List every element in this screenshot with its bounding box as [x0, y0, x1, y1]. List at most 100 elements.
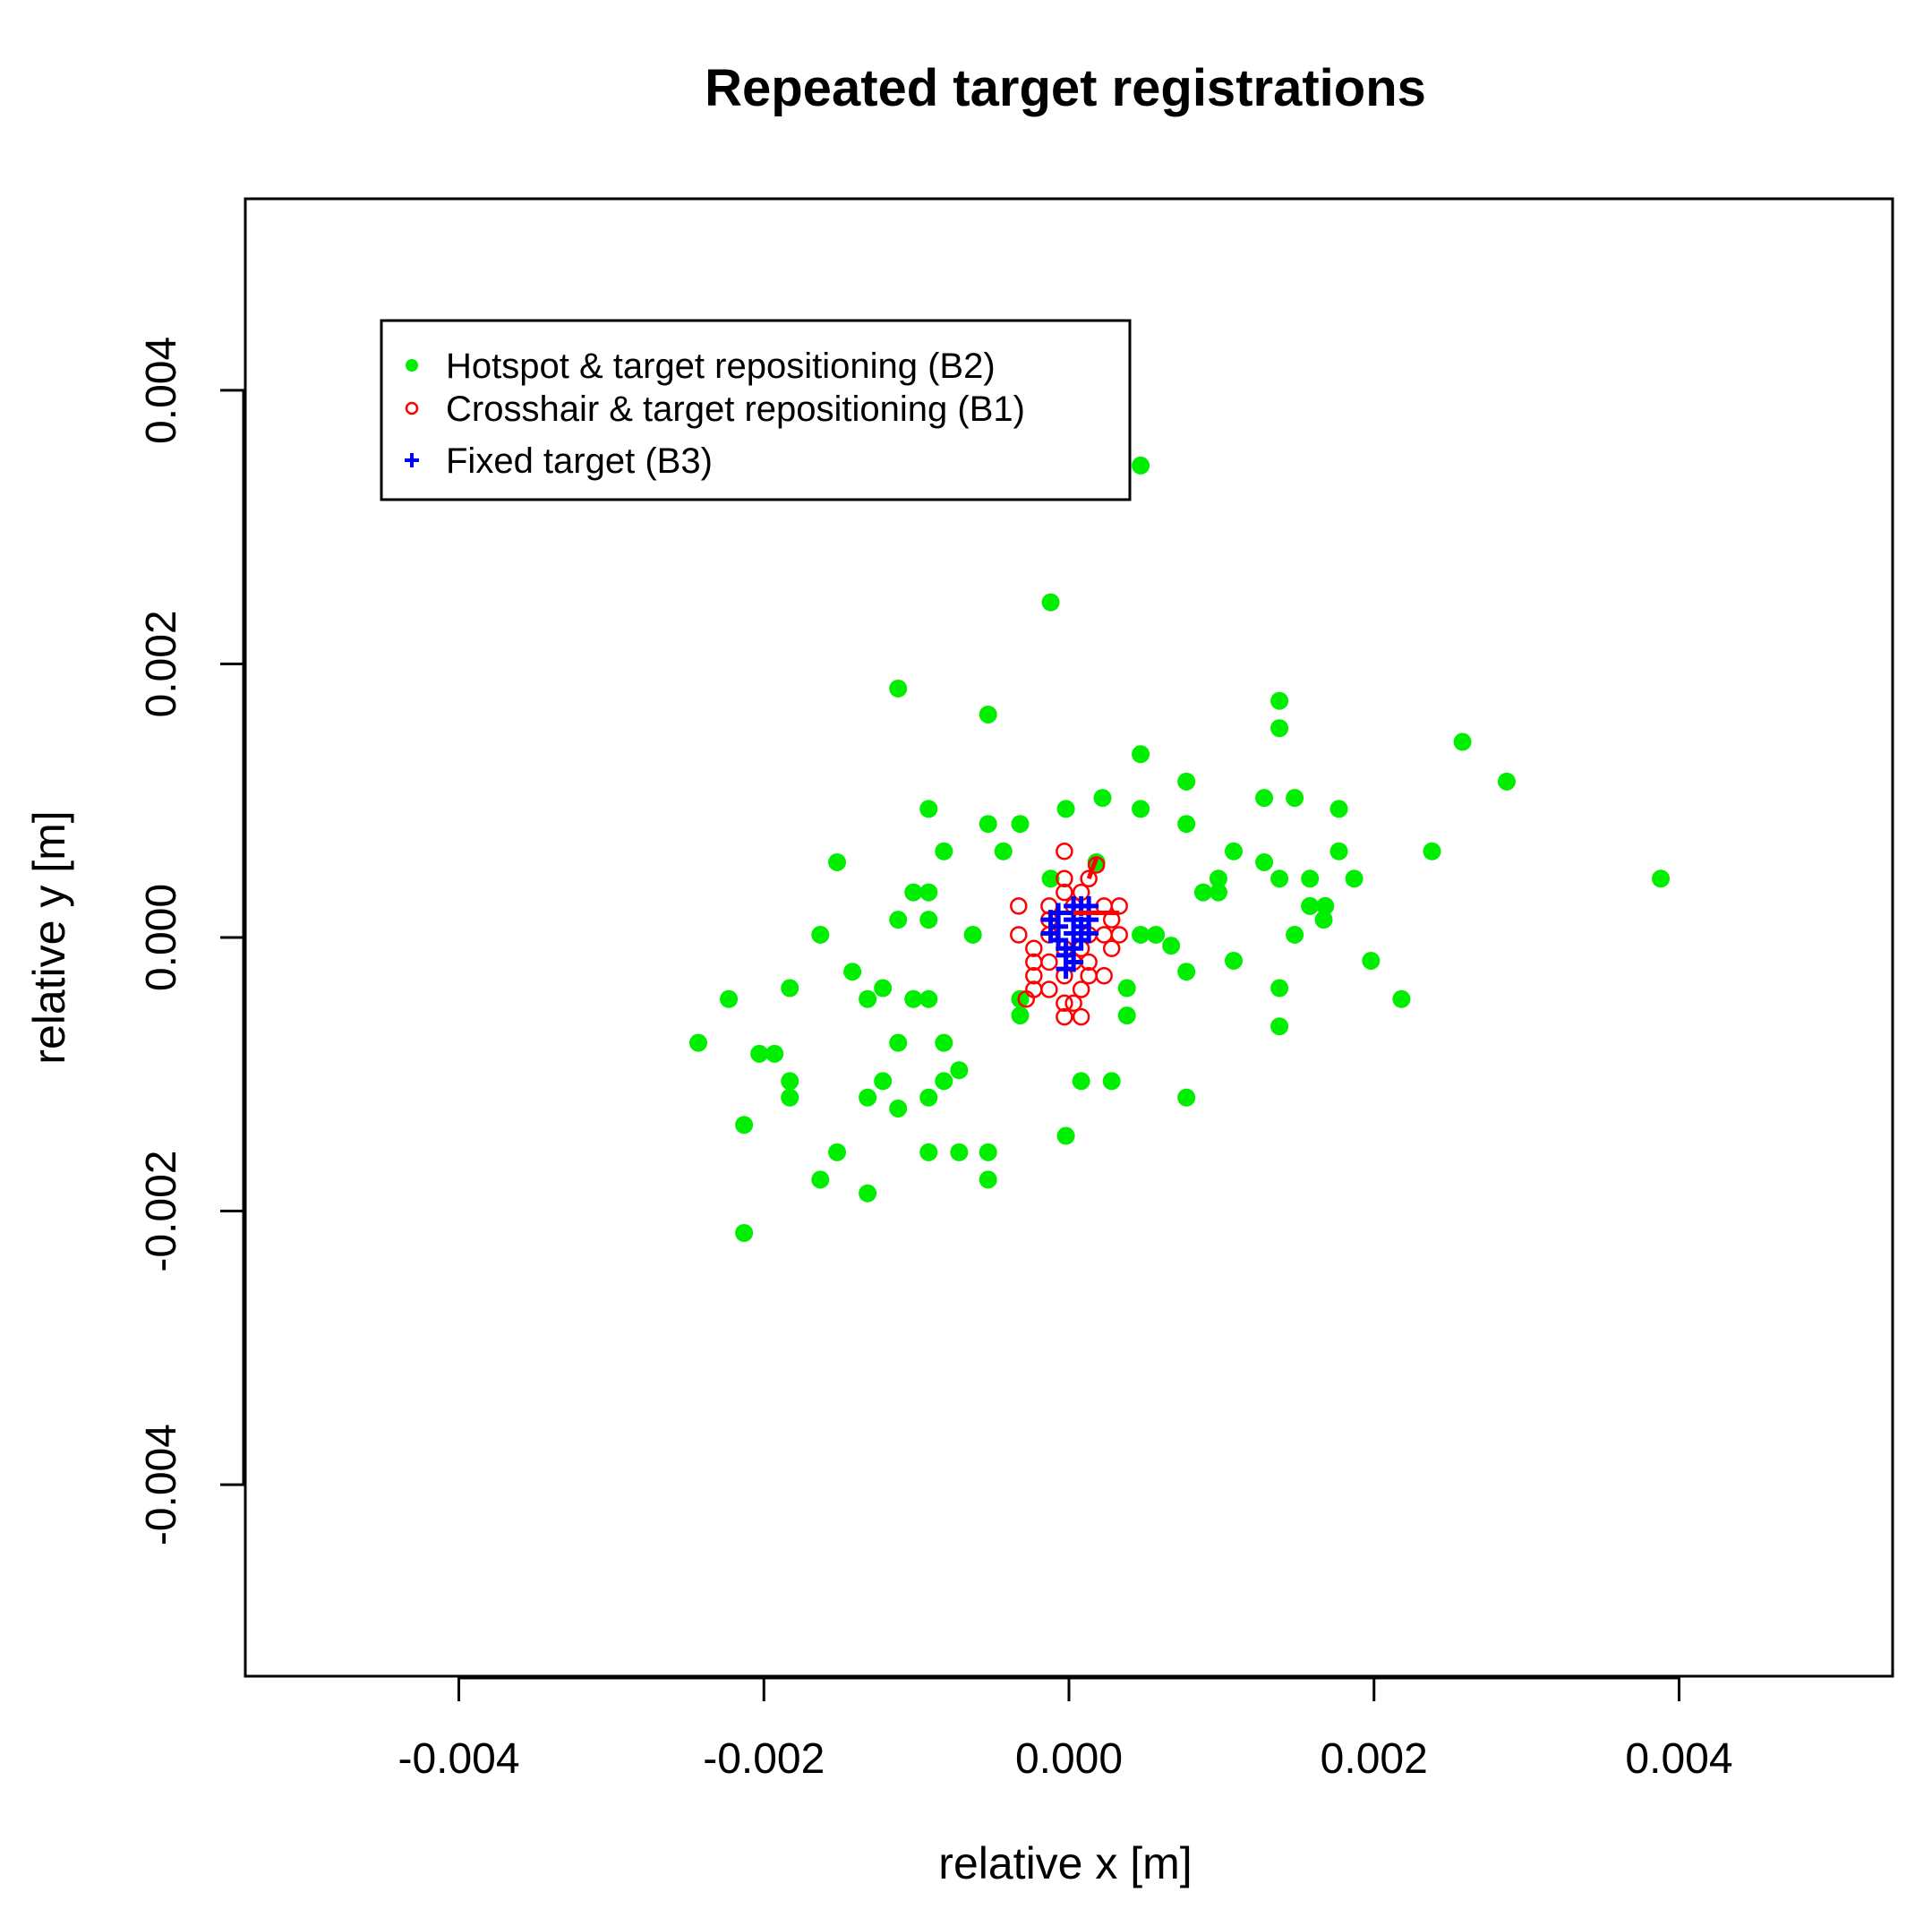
y-tick-label: 0.000 — [138, 884, 185, 991]
y-tick-label: -0.004 — [138, 1424, 185, 1545]
hotspot-point — [979, 815, 997, 834]
x-tick-label: 0.002 — [1321, 1735, 1428, 1783]
y-axis-label: relative y [m] — [24, 810, 74, 1064]
hotspot-point — [1209, 883, 1227, 902]
hotspot-point — [994, 842, 1013, 860]
crosshair-point — [1087, 856, 1106, 874]
fixed-target-point — [1056, 959, 1076, 980]
hotspot-point — [1102, 1072, 1121, 1091]
crosshair-point — [1056, 994, 1073, 1013]
crosshair-point — [1010, 926, 1028, 944]
hotspot-point — [950, 1061, 969, 1080]
hotspot-point — [781, 1072, 799, 1091]
hotspot-point — [735, 1224, 754, 1242]
hotspot-point — [1132, 800, 1150, 818]
crosshair-point — [1017, 990, 1036, 1008]
hotspot-point — [765, 1044, 784, 1063]
legend-box — [380, 319, 1132, 501]
hotspot-point — [1225, 951, 1243, 970]
hotspot-point — [1177, 772, 1196, 791]
crosshair-point — [1010, 897, 1028, 915]
hotspot-point — [889, 1099, 908, 1117]
hotspot-point — [1286, 925, 1304, 944]
data-marks — [689, 456, 1671, 1242]
y-tick-label: 0.004 — [138, 337, 185, 444]
hotspot-point — [979, 1143, 997, 1161]
hotspot-point — [1193, 883, 1212, 902]
hotspot-point — [781, 1088, 799, 1107]
hotspot-point — [919, 800, 938, 818]
hotspot-point — [1117, 979, 1136, 997]
crosshair-point — [1025, 967, 1043, 985]
legend-label-b2: Hotspot & target repositioning (B2) — [446, 347, 996, 386]
hotspot-point — [963, 925, 982, 944]
hotspot-point — [1255, 852, 1274, 871]
hotspot-point — [1652, 869, 1671, 888]
x-tick-label: 0.004 — [1625, 1735, 1732, 1783]
x-tick-label: -0.004 — [398, 1735, 519, 1783]
hotspot-point — [828, 1143, 847, 1161]
hotspot-point — [919, 883, 938, 902]
hotspot-point — [1316, 896, 1335, 915]
legend-label-b1: Crosshair & target repositioning (B1) — [446, 390, 1025, 429]
hotspot-point — [874, 1072, 893, 1091]
crosshair-point — [1072, 1007, 1090, 1026]
hotspot-point — [889, 1033, 908, 1052]
hotspot-point — [750, 1044, 769, 1063]
hotspot-point — [1314, 911, 1333, 929]
hotspot-point — [781, 979, 799, 997]
hotspot-point — [1270, 719, 1289, 738]
crosshair-point — [1040, 953, 1058, 972]
hotspot-point — [904, 883, 923, 902]
crosshair-point — [1110, 926, 1128, 944]
hotspot-point — [1056, 800, 1075, 818]
legend-marker-b3 — [405, 453, 419, 467]
crosshair-point — [1064, 994, 1082, 1013]
legend-marker-b1 — [405, 401, 419, 415]
crosshair-point — [1056, 883, 1073, 902]
hotspot-point — [919, 989, 938, 1008]
crosshair-point — [1040, 980, 1058, 998]
hotspot-point — [1177, 963, 1196, 981]
hotspot-point — [1162, 937, 1181, 955]
hotspot-point — [859, 1184, 877, 1203]
hotspot-point — [811, 1170, 830, 1189]
hotspot-point — [1255, 789, 1274, 808]
crosshair-point — [1056, 869, 1073, 888]
hotspot-point — [1301, 896, 1320, 915]
hotspot-point — [720, 989, 739, 1008]
hotspot-point — [1329, 842, 1348, 860]
hotspot-point — [919, 1143, 938, 1161]
x-tick-label: 0.000 — [1015, 1735, 1123, 1783]
hotspot-point — [919, 1088, 938, 1107]
hotspot-point — [1177, 815, 1196, 834]
hotspot-point — [1453, 732, 1472, 751]
hotspot-point — [935, 1033, 953, 1052]
hotspot-point — [1132, 925, 1150, 944]
hotspot-point — [1093, 789, 1112, 808]
crosshair-point — [1056, 843, 1073, 860]
hotspot-point — [1177, 1088, 1196, 1107]
hotspot-point — [1011, 815, 1030, 834]
hotspot-point — [1041, 593, 1060, 612]
hotspot-point — [1286, 789, 1304, 808]
y-axis: -0.004 -0.002 0.000 0.002 0.004 — [138, 337, 245, 1545]
hotspot-point — [950, 1143, 969, 1161]
hotspot-point — [1132, 456, 1150, 475]
hotspot-point — [1225, 842, 1243, 860]
legend: Hotspot & target repositioning (B2) Cros… — [380, 319, 1132, 501]
hotspot-point — [1011, 1006, 1030, 1025]
hotspot-point — [1270, 1017, 1289, 1036]
hotspot-point — [1301, 869, 1320, 888]
crosshair-point — [1072, 980, 1090, 998]
hotspot-point — [889, 911, 908, 929]
hotspot-point — [859, 989, 877, 1008]
series-0 — [689, 456, 1671, 1242]
hotspot-point — [979, 1170, 997, 1189]
hotspot-point — [904, 989, 923, 1008]
hotspot-point — [979, 705, 997, 723]
crosshair-segment — [1086, 857, 1099, 880]
hotspot-point — [811, 925, 830, 944]
